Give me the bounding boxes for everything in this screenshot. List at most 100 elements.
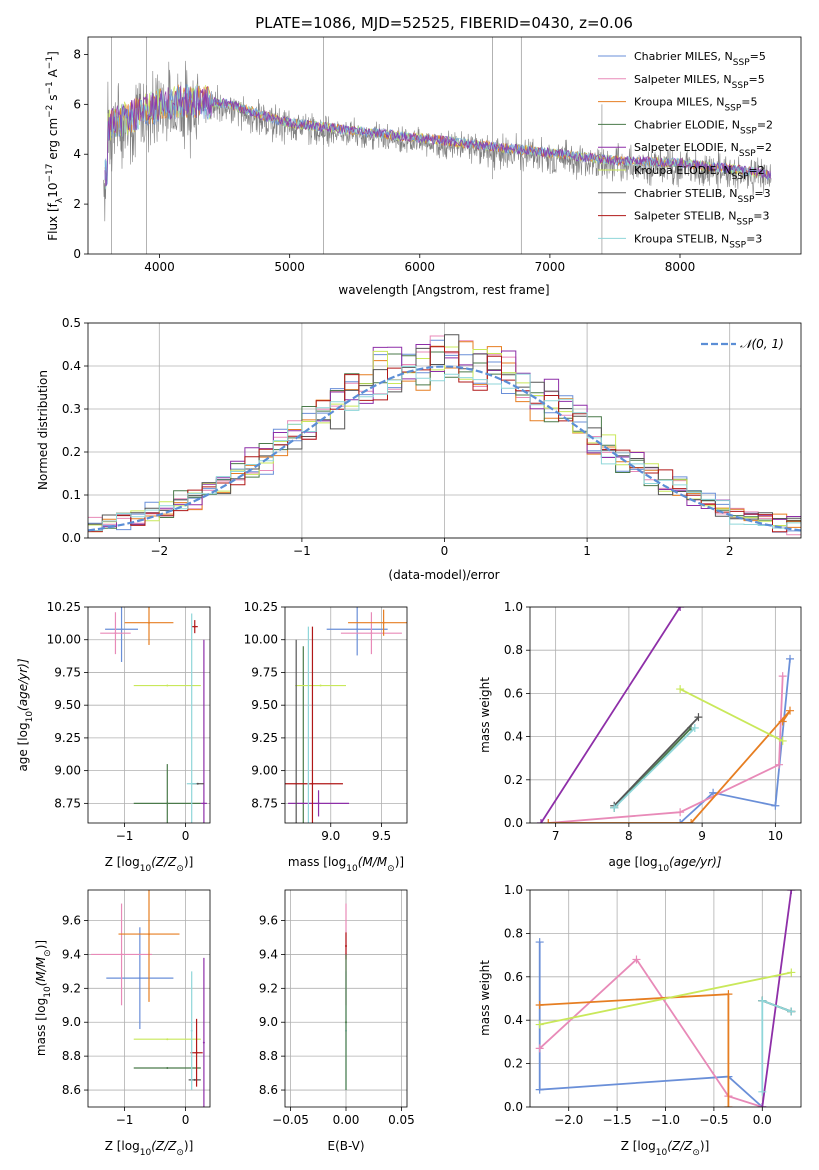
y-tick-label: 9.6 — [62, 914, 81, 928]
data-point — [196, 782, 199, 785]
x-tick-label: 0.0 — [753, 1113, 772, 1127]
y-tick-label: 0.6 — [504, 686, 523, 700]
y-tick-label: 8.6 — [259, 1083, 278, 1097]
y-tick-label: 0.0 — [504, 1100, 523, 1114]
plot-area — [88, 334, 801, 536]
plus-marker — [787, 890, 796, 894]
label-part: )] — [34, 940, 48, 949]
legend-label: Kroupa ELODIE, NSSP=2 — [634, 164, 765, 182]
weight-series-line — [548, 710, 791, 823]
label-part: Z [log — [621, 1139, 656, 1153]
label-part: =3 — [746, 232, 762, 245]
mass-vs-Z-panel: −1 08.68.89.09.29.49.6Z [log10(Z/Z⊙)]mass… — [34, 889, 211, 1158]
label-part: mass [log — [34, 998, 48, 1056]
plus-marker — [676, 819, 685, 823]
residuals-panel: −2 −1 0 1 2 0.0 0.1 0.2 0.3 0.4 0.5 (data-model)/er… — [36, 316, 802, 582]
plus-marker — [535, 1020, 544, 1029]
plus-marker — [690, 723, 699, 732]
plus-marker — [724, 990, 733, 999]
plot-area — [535, 890, 796, 1107]
label-part: s — [46, 95, 60, 105]
x-tick-label: 0 — [182, 1113, 190, 1127]
axes-frame — [87, 606, 211, 824]
label-part: =2 — [757, 118, 773, 131]
plus-marker — [787, 1007, 796, 1016]
plot-area — [103, 37, 772, 254]
data-point — [382, 621, 385, 624]
label-part: SSP — [732, 172, 749, 182]
data-point — [370, 632, 373, 635]
plus-marker — [687, 819, 696, 823]
label-part: −1 — [45, 56, 55, 69]
axes-frame — [87, 322, 802, 539]
y-tick-label: 0.3 — [62, 402, 81, 416]
plus-marker — [724, 1103, 733, 1107]
legend-label: Salpeter MILES, NSSP=5 — [634, 73, 765, 91]
x-tick-label: −2 — [150, 544, 168, 558]
axes-frame — [284, 606, 408, 824]
y-tick-label: 9.0 — [259, 1015, 278, 1029]
x-tick-label: 0 — [182, 829, 190, 843]
y-tick-label: 6 — [73, 97, 81, 111]
plus-marker — [544, 819, 553, 823]
data-point — [166, 802, 169, 805]
x-tick-label: 0 — [441, 544, 449, 558]
label-part: )] — [395, 855, 404, 869]
x-tick-label: −0.5 — [699, 1113, 728, 1127]
data-point — [190, 782, 193, 785]
x-axis-label: E(B-V) — [327, 1139, 364, 1153]
label-part: 10 — [658, 864, 670, 874]
label-part: Flux [f — [46, 202, 60, 240]
plus-marker — [786, 654, 795, 663]
legend-label: Kroupa STELIB, NSSP=3 — [634, 232, 762, 250]
plus-marker — [536, 819, 545, 823]
label-part: Salpeter MILES, N — [634, 73, 732, 86]
y-tick-label: 8.75 — [251, 796, 278, 810]
weight-series-line — [539, 958, 763, 1107]
weight-vs-Z-panel: −2.0 −1.5 −1.0 −0.5 0.0 0.0 0.2 0.4 0.6 0.8 1.0 Z [… — [478, 883, 802, 1158]
label-part: (Z/Z — [667, 1139, 693, 1153]
plus-marker — [535, 938, 544, 947]
x-axis-label: (data-model)/error — [388, 568, 499, 582]
data-point — [190, 1029, 193, 1032]
legend-label: Chabrier STELIB, NSSP=3 — [634, 187, 771, 205]
data-point — [114, 632, 117, 635]
plot-area — [536, 607, 795, 823]
label-part: )] — [184, 855, 193, 869]
x-tick-label: 10 — [768, 829, 783, 843]
label-part: 10 — [140, 1148, 152, 1158]
label-part: ⊙ — [176, 1148, 184, 1158]
plus-marker — [786, 706, 795, 715]
axes-frame — [87, 36, 802, 255]
y-tick-label: 0.0 — [504, 816, 523, 830]
y-tick-label: 0.4 — [504, 1013, 523, 1027]
label-part: (age/yr)] — [16, 658, 30, 711]
x-tick-label: 8000 — [665, 260, 696, 274]
label-part: Chabrier MILES, N — [634, 50, 733, 63]
x-axis-label: Z [log10(Z/Z⊙)] — [105, 855, 194, 874]
x-tick-label: 1 — [583, 544, 591, 558]
data-point — [148, 933, 150, 936]
plot-area — [345, 903, 347, 1091]
label-part: =2 — [756, 141, 772, 154]
grid-lines — [530, 606, 801, 824]
data-point — [356, 628, 359, 631]
label-part: erg cm — [46, 118, 60, 164]
x-tick-label: 0.05 — [388, 1113, 415, 1127]
axes-frame — [284, 889, 408, 1108]
y-axis-label: age [log10(age/yr)] — [16, 658, 35, 771]
y-tick-label: 10.25 — [244, 600, 278, 614]
y-tick-label: 0.6 — [504, 970, 523, 984]
plot-area — [91, 890, 205, 1107]
label-part: age [log — [608, 855, 657, 869]
x-tick-label: −1.5 — [603, 1113, 632, 1127]
label-part: (M/M — [358, 855, 388, 869]
y-tick-label: 0.2 — [62, 445, 81, 459]
label-part: (Z/Z — [151, 1139, 177, 1153]
label-part: mass [log — [288, 855, 346, 869]
label-part: SSP — [738, 195, 755, 205]
x-tick-label: 2 — [726, 544, 734, 558]
plus-marker — [758, 1087, 767, 1096]
